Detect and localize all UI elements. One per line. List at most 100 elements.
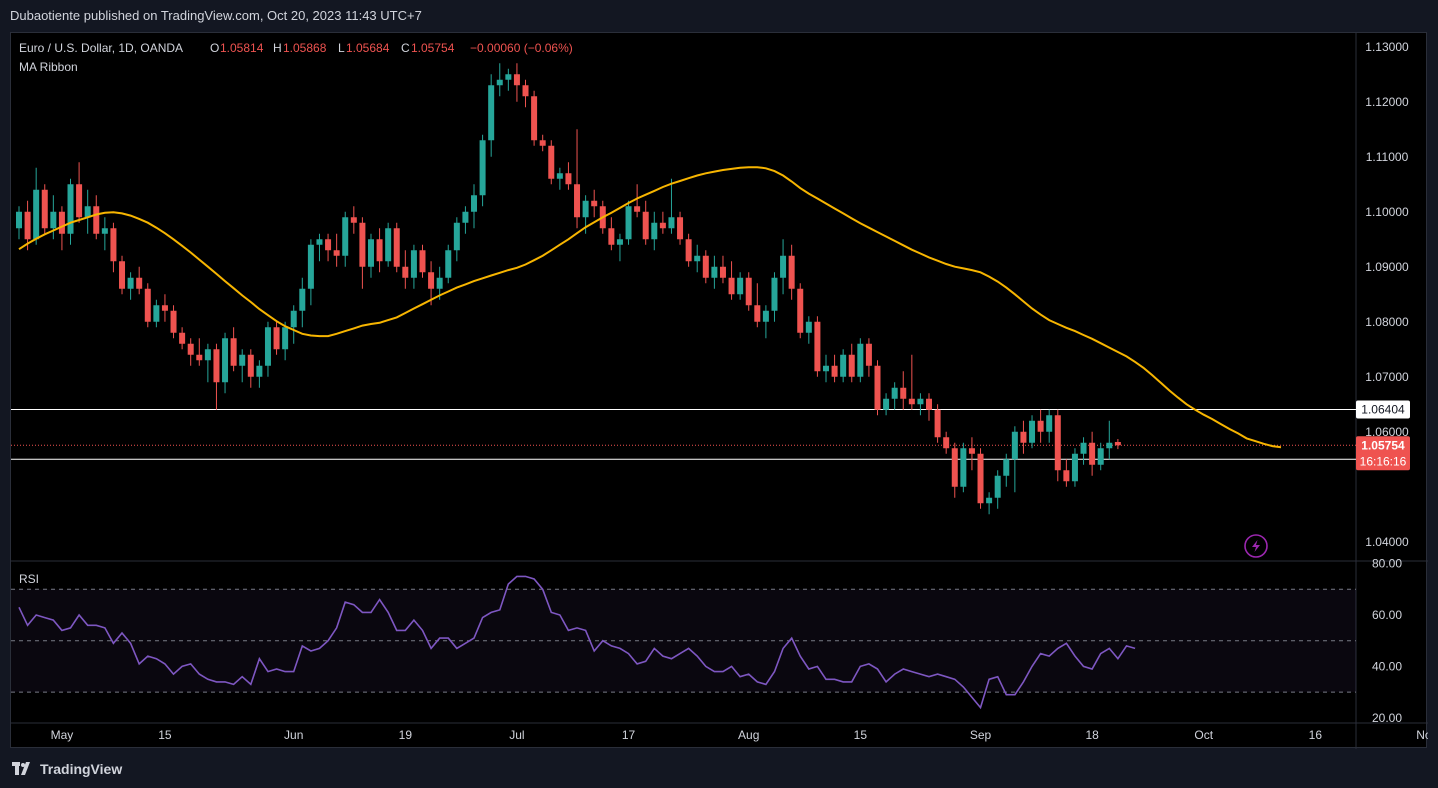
candle-body [196, 354, 203, 361]
candle-body [471, 195, 478, 212]
candle [900, 371, 907, 410]
candle-body [548, 145, 555, 179]
candle-body [101, 228, 108, 234]
footer-bar: TradingView [0, 750, 1438, 788]
candle [1037, 409, 1044, 443]
candle-body [840, 354, 847, 377]
candle [76, 162, 83, 223]
candle-body [33, 189, 40, 240]
candle-body [822, 365, 829, 372]
low-label: L [338, 41, 345, 55]
candle-body [900, 387, 907, 399]
change-value: −0.00060 (−0.06%) [470, 41, 573, 55]
candle [651, 211, 658, 251]
candle [16, 206, 22, 240]
candle-body [127, 277, 134, 289]
candle-body [16, 211, 22, 229]
candle-body [119, 261, 126, 289]
candle [788, 244, 795, 300]
candle-body [1071, 453, 1078, 482]
candle [436, 266, 443, 300]
candle [316, 233, 323, 262]
candle-body [788, 255, 795, 289]
candle-body [290, 310, 297, 328]
candle [385, 222, 392, 267]
candle-body [891, 387, 898, 399]
candle [290, 305, 297, 344]
candle [574, 129, 581, 229]
candle-body [110, 228, 117, 262]
candle [556, 167, 563, 190]
candle-body [1003, 459, 1010, 476]
candle-body [58, 211, 65, 234]
candle-body [531, 96, 538, 141]
candle-body [857, 343, 864, 377]
candle-body [625, 206, 632, 240]
ma-ribbon-label[interactable]: MA Ribbon [19, 60, 78, 74]
candle [539, 134, 546, 152]
candle-body [230, 338, 237, 366]
candle [1114, 439, 1121, 450]
candle [187, 338, 194, 366]
candle-body [24, 211, 31, 240]
tradingview-brand[interactable]: TradingView [40, 761, 123, 777]
candle-body [222, 338, 229, 383]
price-tick-label: 1.12000 [1365, 95, 1409, 109]
candle [943, 431, 950, 454]
candle [762, 305, 769, 339]
symbol-title[interactable]: Euro / U.S. Dollar, 1D, OANDA [19, 41, 183, 55]
candle-body [204, 349, 211, 361]
candle [170, 305, 177, 339]
candle [247, 349, 254, 388]
candle-body [616, 239, 623, 245]
candle [58, 206, 65, 251]
candle [642, 200, 649, 245]
candle [479, 134, 486, 207]
candle-body [93, 206, 100, 234]
candle [1089, 431, 1096, 476]
candle [780, 239, 787, 295]
rsi-tick-label: 40.00 [1372, 659, 1402, 673]
candle [264, 321, 271, 377]
candle [471, 184, 478, 229]
candle [531, 90, 538, 146]
tradingview-logo-icon[interactable] [12, 762, 34, 776]
candle-body [651, 222, 658, 240]
time-tick-label: Nov [1416, 728, 1428, 742]
candle [101, 217, 108, 251]
time-tick-label: 16 [1309, 728, 1323, 742]
candle [831, 354, 838, 383]
candle-body [325, 239, 332, 251]
time-tick-label: 17 [622, 728, 636, 742]
price-tick-label: 1.08000 [1365, 315, 1409, 329]
close-label: C [401, 41, 410, 55]
lightning-alert-icon[interactable] [1244, 534, 1268, 558]
candle [204, 343, 211, 383]
candle-body [977, 453, 984, 504]
candle-body [762, 310, 769, 322]
candle [256, 360, 263, 388]
candle [908, 354, 915, 410]
candle-body [539, 140, 546, 146]
candle-body [943, 437, 950, 449]
candle-body [1011, 431, 1018, 460]
candle [1020, 420, 1027, 454]
candle [616, 233, 623, 262]
rsi-label[interactable]: RSI [19, 572, 39, 586]
candle [865, 338, 872, 377]
candle-body [986, 497, 993, 504]
candle [1063, 459, 1070, 487]
candle [24, 200, 31, 251]
candle [282, 321, 289, 361]
candle-body [719, 266, 726, 278]
candle [608, 217, 615, 251]
candle [402, 250, 409, 289]
high-label: H [273, 41, 282, 55]
candle-body [1080, 442, 1087, 454]
candle-body [385, 228, 392, 262]
candle [93, 195, 100, 240]
candle-body [144, 288, 151, 322]
candle [874, 360, 881, 416]
